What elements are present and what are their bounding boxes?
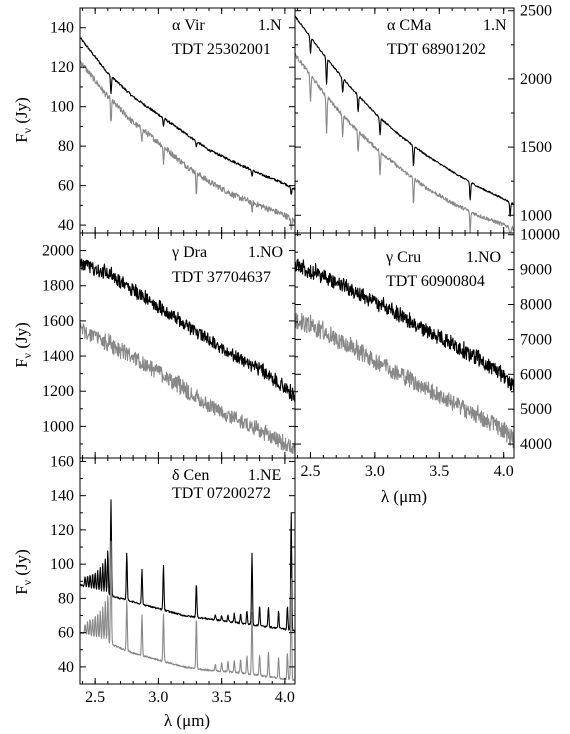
y-tick-label: 1000: [42, 418, 74, 435]
x-tick-label: 3.5: [429, 463, 449, 480]
aot-mode: 1.N: [258, 17, 282, 34]
y-tick-label: 100: [50, 556, 74, 573]
star-name: γ Dra: [171, 244, 207, 261]
y-tick-label: 120: [50, 59, 74, 76]
y-tick-label: 80: [58, 590, 74, 607]
y-tick-label: 40: [58, 659, 74, 676]
aot-mode: 1.NO: [248, 244, 283, 261]
y-tick-label: 10000: [520, 227, 560, 244]
spectrum-upper: [294, 258, 515, 391]
spectrum-series: [294, 15, 515, 234]
x-axis-label: λ (μm): [164, 711, 210, 730]
panel-alpha-vir: 40 60 80 100 120 140 α Vir 1.N TDT 25302001 F…: [12, 7, 296, 234]
spectrum-series: [79, 37, 296, 231]
spectrum-lower: [79, 322, 296, 457]
spectrum-upper: [79, 37, 296, 195]
x-axis: 2.5 3.0 3.5 4.0: [82, 458, 295, 706]
x-tick-label: 4.0: [275, 689, 295, 706]
x-axis: [297, 8, 505, 233]
plot-frame: [294, 232, 515, 459]
y-tick-label: 8000: [520, 297, 552, 314]
y-tick-label: 9000: [520, 262, 552, 279]
y-tick-label: 2000: [42, 243, 74, 260]
star-name: α Vir: [172, 17, 205, 34]
y-axis-label: Fν (Jy): [12, 322, 34, 368]
y-tick-label: 140: [50, 488, 74, 505]
y-axis: 40 60 80 100 120 140 160: [50, 453, 295, 685]
y-tick-label: 120: [50, 522, 74, 539]
tdt-number: TDT 07200272: [172, 485, 271, 502]
y-tick-label: 1800: [42, 278, 74, 295]
spectrum-lower: [294, 52, 515, 234]
y-axis-label: Fν (Jy): [12, 549, 34, 595]
y-axis: 1000 1500 2000 2500: [295, 3, 552, 224]
y-tick-label: 60: [58, 178, 74, 195]
spectrum-lower: [79, 60, 296, 231]
star-name: δ Cen: [172, 467, 209, 484]
plot-frame: [79, 457, 296, 685]
y-tick-label: 100: [50, 99, 74, 116]
y-tick-label: 80: [58, 138, 74, 155]
spectrum-upper: [294, 15, 515, 217]
star-name: γ Cru: [385, 249, 421, 266]
x-tick-label: 3.0: [365, 463, 385, 480]
spectrum-lower: [79, 540, 296, 682]
x-tick-label: 3.5: [212, 689, 232, 706]
y-axis-label: Fν (Jy): [12, 97, 34, 143]
y-tick-label: 1000: [520, 207, 552, 224]
x-tick-label: 4.0: [494, 463, 514, 480]
spectrum-upper: [79, 499, 296, 633]
tdt-number: TDT 60900804: [386, 273, 485, 290]
y-tick-label: 60: [58, 625, 74, 642]
tdt-number: TDT 25302001: [172, 41, 271, 58]
spectrum-lower: [294, 312, 515, 449]
spectrum-series: [294, 258, 515, 449]
y-tick-label: 1400: [42, 348, 74, 365]
y-axis: 4000 5000 6000 7000 8000 9000 10000: [295, 227, 560, 453]
x-tick-label: 2.5: [85, 689, 105, 706]
y-tick-label: 40: [58, 217, 74, 234]
y-tick-label: 7000: [520, 331, 552, 348]
tdt-number: TDT 37704637: [172, 269, 271, 286]
x-tick-label: 3.0: [148, 689, 168, 706]
y-tick-label: 5000: [520, 401, 552, 418]
y-tick-label: 2000: [520, 71, 552, 88]
tdt-number: TDT 68901202: [387, 41, 486, 58]
y-tick-label: 140: [50, 20, 74, 37]
x-axis: 2.5 3.0 3.5 4.0: [297, 233, 514, 480]
y-axis: 40 60 80 100 120 140: [50, 7, 295, 234]
star-name: α CMa: [387, 17, 431, 34]
y-tick-label: 6000: [520, 366, 552, 383]
spectrum-upper: [79, 258, 296, 402]
x-axis-label: λ (μm): [381, 487, 427, 506]
y-tick-label: 1600: [42, 313, 74, 330]
x-tick-label: 2.5: [300, 463, 320, 480]
aot-mode: 1.NE: [248, 467, 281, 484]
aot-mode: 1.N: [483, 17, 507, 34]
spectrum-series: [79, 499, 296, 682]
spectrum-series: [79, 258, 296, 457]
panel-gamma-dra: 1000 1200 1400 1600 1800 2000 γ Dra 1.NO TDT …: [12, 232, 296, 459]
y-tick-label: 160: [50, 453, 74, 470]
y-tick-label: 1200: [42, 383, 74, 400]
panel-gamma-cru: 4000 5000 6000 7000 8000 9000 10000 2.5 3.0 3.5 4…: [294, 227, 560, 506]
panel-delta-cen: 40 60 80 100 120 140 160 2.5 3.0 3.5 4.0 δ Cen 1.…: [12, 453, 296, 730]
y-tick-label: 1500: [520, 139, 552, 156]
y-tick-label: 2500: [520, 3, 552, 20]
y-axis: 1000 1200 1400 1600 1800 2000: [42, 232, 295, 445]
panel-alpha-cma: 1000 1500 2000 2500 α CMa 1.N TDT 68901202: [294, 3, 552, 234]
aot-mode: 1.NO: [466, 249, 501, 266]
x-axis: [82, 8, 286, 233]
y-tick-label: 4000: [520, 436, 552, 453]
